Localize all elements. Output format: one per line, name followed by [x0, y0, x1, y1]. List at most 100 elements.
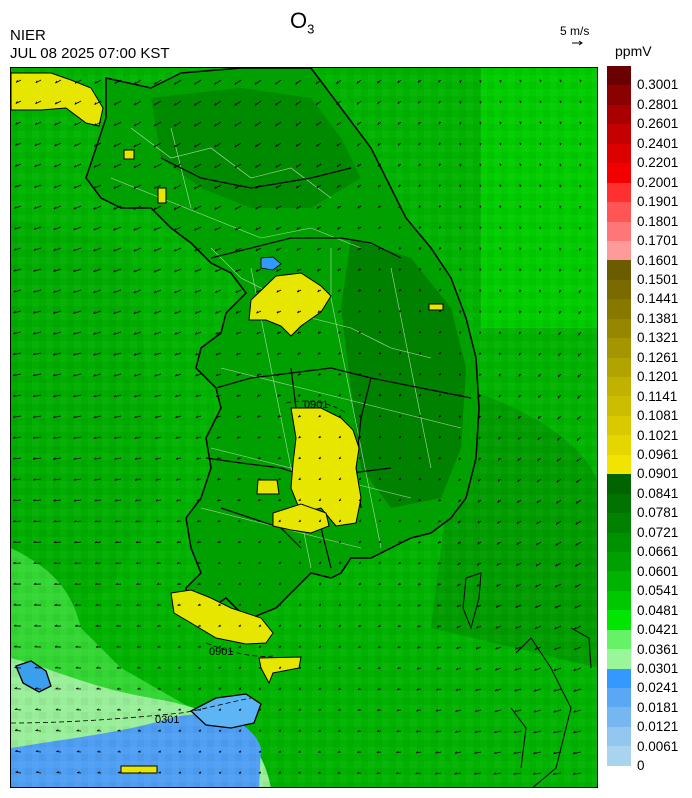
- wind-vector: [33, 478, 42, 481]
- wind-vector-head: [113, 186, 116, 189]
- wind-vector-head: [73, 332, 76, 335]
- wind-vector-head: [15, 101, 18, 104]
- wind-vector-head: [238, 750, 242, 753]
- wind-vector-head: [533, 730, 536, 734]
- wind-vector-head: [93, 269, 96, 273]
- wind-vector-head: [153, 248, 156, 252]
- wind-vector-head: [236, 394, 239, 397]
- wind-vector-head: [356, 101, 359, 105]
- wind-vector-head: [93, 165, 96, 168]
- wind-vector-head: [133, 186, 136, 189]
- wind-vector-head: [378, 414, 381, 418]
- wind-vector-head: [74, 540, 77, 544]
- wind-vector-head: [556, 500, 558, 504]
- wind-vector-head: [114, 102, 117, 106]
- wind-vector-head: [93, 290, 96, 293]
- wind-vector-head: [358, 477, 362, 481]
- wind-vector-head: [436, 625, 440, 628]
- wind-vector-head: [395, 771, 399, 775]
- wind-vector: [113, 247, 122, 252]
- wind-vector: [214, 247, 222, 252]
- wind-vector-head: [116, 666, 120, 669]
- wind-vector-head: [357, 750, 360, 753]
- wind-vector-head: [579, 142, 581, 146]
- wind-vector-head: [318, 729, 321, 732]
- wind-vector-head: [96, 708, 100, 711]
- wind-vector: [555, 541, 562, 546]
- wind-vector-head: [554, 605, 557, 609]
- wind-vector-head: [275, 82, 277, 85]
- wind-vector-head: [438, 246, 441, 250]
- wind-vector-head: [378, 456, 382, 460]
- colorbar-swatch: [607, 260, 631, 280]
- wind-vector-head: [275, 206, 278, 210]
- wind-vector-head: [116, 624, 119, 627]
- colorbar-tick-label: 0.0781: [637, 505, 679, 521]
- wind-vector-head: [338, 351, 341, 355]
- wind-vector-head: [238, 687, 242, 690]
- wind-vector-head: [258, 519, 261, 522]
- agency-label: NIER: [10, 27, 46, 44]
- wind-vector: [275, 163, 282, 168]
- wind-vector: [514, 667, 522, 671]
- wind-vector: [454, 751, 462, 754]
- wind-vector: [35, 751, 42, 753]
- wind-vector-head: [539, 79, 541, 83]
- wind-vector-head: [155, 457, 158, 460]
- wind-vector-head: [398, 309, 401, 313]
- wind-vector-head: [338, 540, 342, 543]
- wind-vector: [113, 289, 122, 294]
- wind-vector-head: [337, 750, 341, 753]
- wind-vector: [513, 730, 522, 734]
- wind-vector-head: [235, 269, 238, 273]
- wind-vector-head: [173, 248, 177, 252]
- wind-vector: [53, 352, 62, 356]
- wind-vector-head: [73, 248, 76, 252]
- wind-vector-head: [577, 374, 579, 378]
- wind-vector: [214, 163, 222, 169]
- wind-vector-head: [218, 687, 222, 690]
- wind-vector: [275, 100, 282, 106]
- wind-vector-head: [216, 415, 219, 418]
- wind-vector-head: [438, 393, 441, 397]
- wind-vector: [553, 709, 562, 713]
- colorbar-swatch: [607, 435, 631, 455]
- wind-vector-head: [398, 184, 400, 188]
- colorbar-swatch: [607, 610, 631, 630]
- wind-vector-head: [95, 624, 99, 627]
- wind-vector-head: [297, 414, 301, 418]
- wind-vector-head: [337, 729, 341, 732]
- wind-vector-head: [194, 248, 197, 252]
- wind-vector-head: [338, 561, 342, 564]
- wind-vector-head: [459, 163, 461, 167]
- wind-vector-head: [15, 122, 18, 125]
- wind-vector-head: [218, 645, 221, 648]
- wind-vector: [255, 184, 262, 189]
- colorbar-swatch: [607, 279, 631, 300]
- wind-vector-head: [153, 144, 156, 148]
- wind-vector-head: [418, 121, 420, 125]
- wind-vector-head: [438, 351, 441, 355]
- wind-vector: [33, 247, 42, 251]
- wind-vector-head: [13, 352, 16, 356]
- wind-vector-head: [12, 457, 16, 460]
- wind-vector: [234, 121, 242, 127]
- wind-vector-head: [14, 164, 18, 167]
- wind-vector-head: [336, 122, 339, 126]
- wind-vector: [356, 79, 362, 84]
- wind-vector-head: [155, 478, 158, 481]
- wind-vector-head: [278, 477, 281, 481]
- wind-vector: [54, 121, 62, 126]
- wind-vector-head: [519, 79, 521, 83]
- wind-vector-head: [437, 583, 440, 586]
- wind-vector: [93, 352, 102, 356]
- wind-vector: [514, 709, 522, 713]
- wind-vector-head: [276, 269, 279, 272]
- wind-vector-head: [318, 393, 321, 397]
- east-coast-islands: [462, 572, 592, 787]
- wind-vector: [174, 184, 182, 190]
- wind-vector-head: [536, 521, 539, 525]
- wind-vector: [194, 79, 202, 85]
- wind-vector: [534, 646, 542, 651]
- wind-vector-head: [194, 165, 197, 169]
